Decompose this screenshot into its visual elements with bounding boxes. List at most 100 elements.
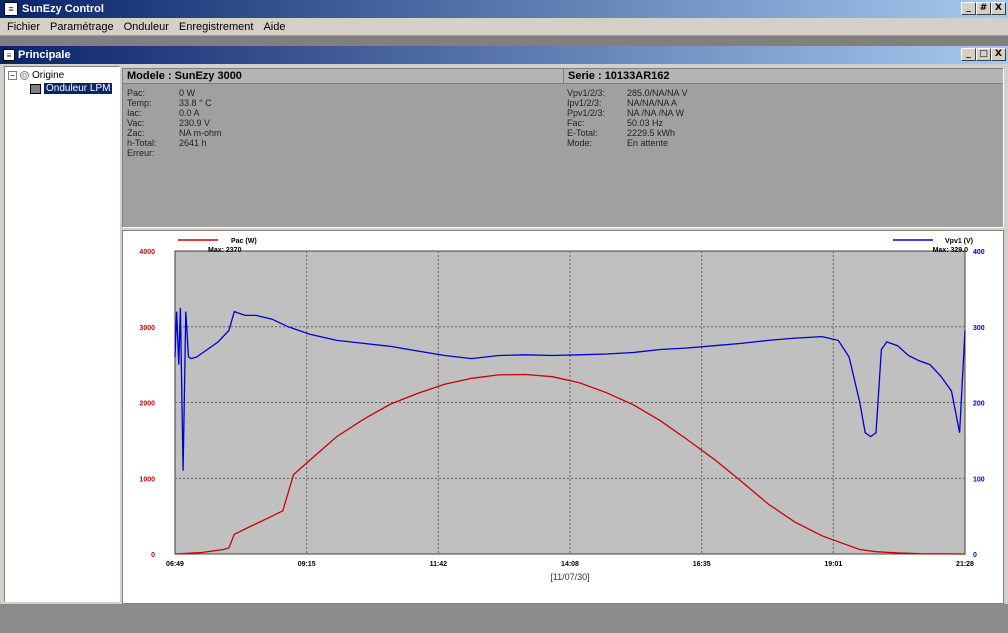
app-title: SunEzy Control — [22, 3, 104, 15]
device-tree: − Origine Onduleur LPM — [4, 66, 120, 602]
tree-item-origin[interactable]: − Origine — [8, 69, 116, 82]
info-right-column: Vpv1/2/3: 285.0/NA/NA V Ipv1/2/3: NA/NA/NA … — [563, 84, 1003, 158]
x-tick-label: 19:01 — [824, 561, 842, 568]
info-right-value: NA /NA /NA W — [627, 108, 685, 118]
x-tick-label: 11:42 — [430, 561, 448, 568]
info-right-label: Ipv1/2/3: — [567, 98, 602, 108]
info-left-value: 230.9 V — [179, 118, 211, 128]
inverter-icon — [30, 83, 41, 94]
info-right-label: Vpv1/2/3: — [567, 88, 606, 98]
info-left-label: Temp: — [127, 98, 152, 108]
info-left-value: 2641 h — [179, 138, 207, 148]
info-right-row: Ipv1/2/3: NA/NA/NA A — [567, 98, 1003, 108]
pac-series-line — [174, 373, 966, 555]
collapse-icon[interactable]: − — [8, 71, 17, 80]
legend-left-name: Pac (W) — [231, 238, 257, 245]
info-left-row: Temp: 33.8 ° C — [127, 98, 563, 108]
origin-icon — [20, 71, 29, 80]
child-window-icon: ≡ — [3, 49, 15, 61]
x-tick-label: 09:15 — [298, 561, 316, 568]
child-window-title: Principale — [18, 49, 71, 61]
info-left-label: Iac: — [127, 108, 142, 118]
maximize-button[interactable]: # — [976, 2, 991, 15]
info-right-label: Fac: — [567, 118, 585, 128]
model-label: Modele : SunEzy 3000 — [127, 70, 242, 82]
x-axis-label: [11/07/30] — [550, 572, 589, 582]
menu-fichier[interactable]: Fichier — [7, 20, 41, 33]
info-right-value: En attente — [627, 138, 669, 148]
info-left-row: Erreur: — [127, 148, 563, 158]
child-minimize-button[interactable]: _ — [961, 48, 976, 61]
app-icon: ≡ — [4, 2, 18, 16]
info-left-column: Pac: 0 W Temp: 33.8 ° C Iac: 0.0 A Vac: 230.9 V… — [123, 84, 563, 158]
info-left-row: h-Total: 2641 h — [127, 138, 563, 148]
info-left-row: Iac: 0.0 A — [127, 108, 563, 118]
info-right-value: 285.0/NA/NA V — [627, 88, 688, 98]
info-right-value: 2229.5 kWh — [627, 128, 676, 138]
info-right-row: Fac: 50.03 Hz — [567, 118, 1003, 128]
info-header: Modele : SunEzy 3000 Serie : 10133AR162 — [123, 69, 1003, 84]
info-right-label: Mode: — [567, 138, 593, 148]
info-left-value: 33.8 ° C — [179, 98, 212, 108]
right-y-tick-label: 0 — [973, 552, 977, 559]
info-left-label: Pac: — [127, 88, 146, 98]
info-right-row: Ppv1/2/3: NA /NA /NA W — [567, 108, 1003, 118]
client-area: − Origine Onduleur LPM Modele : SunEzy 3… — [0, 64, 1008, 604]
info-right-label: E-Total: — [567, 128, 598, 138]
inverter-info-panel: Modele : SunEzy 3000 Serie : 10133AR162 … — [122, 68, 1004, 228]
menubar: Fichier Paramétrage Onduleur Enregistrem… — [0, 18, 1008, 36]
x-tick-label: 21:28 — [956, 561, 974, 568]
left-y-tick-label: 2000 — [139, 401, 155, 408]
info-right-value: 50.03 Hz — [627, 118, 664, 128]
legend-right-name: Vpv1 (V) — [945, 238, 973, 245]
window-controls: _ # X — [961, 2, 1006, 15]
x-tick-label: 06:49 — [166, 561, 184, 568]
info-left-label: h-Total: — [127, 138, 157, 148]
info-left-label: Zac: — [127, 128, 145, 138]
info-right-row: Mode: En attente — [567, 138, 1003, 148]
info-left-value: NA m-ohm — [179, 128, 222, 138]
right-y-tick-label: 300 — [973, 325, 985, 332]
info-left-row: Pac: 0 W — [127, 88, 563, 98]
status-bar — [0, 604, 1008, 633]
info-left-row: Zac: NA m-ohm — [127, 128, 563, 138]
child-restore-button[interactable]: □ — [976, 48, 991, 61]
legend-right-max: Max: 329.0 — [933, 247, 969, 254]
info-left-row: Vac: 230.9 V — [127, 118, 563, 128]
tree-item-origin-label: Origine — [32, 70, 65, 81]
info-right-value: NA/NA/NA A — [627, 98, 678, 108]
child-close-button[interactable]: X — [991, 48, 1006, 61]
minimize-button[interactable]: _ — [961, 2, 976, 15]
child-window-titlebar: ≡ Principale _ □ X — [0, 46, 1008, 64]
info-right-row: E-Total: 2229.5 kWh — [567, 128, 1003, 138]
info-left-value: 0 W — [179, 88, 196, 98]
info-left-value: 0.0 A — [179, 108, 200, 118]
left-y-tick-label: 4000 — [139, 249, 155, 256]
left-y-tick-label: 0 — [151, 552, 155, 559]
menu-aide[interactable]: Aide — [263, 20, 286, 33]
chart-panel: 06:49 09:15 11:42 14:08 16:35 19:01 21:28 [11/0… — [122, 230, 1004, 604]
info-right-row: Vpv1/2/3: 285.0/NA/NA V — [567, 88, 1003, 98]
tree-item-inverter[interactable]: Onduleur LPM — [8, 82, 116, 95]
info-right-label: Ppv1/2/3: — [567, 108, 606, 118]
menu-parametrage[interactable]: Paramétrage — [50, 20, 114, 33]
serial-label: Serie : 10133AR162 — [563, 69, 1003, 83]
right-y-tick-label: 400 — [973, 249, 985, 256]
close-button[interactable]: X — [991, 2, 1006, 15]
x-tick-label: 14:08 — [561, 561, 579, 568]
info-body: Pac: 0 W Temp: 33.8 ° C Iac: 0.0 A Vac: 230.9 V… — [123, 84, 1003, 158]
tree-item-inverter-label: Onduleur LPM — [44, 83, 113, 94]
child-window-controls: _ □ X — [961, 48, 1006, 61]
power-voltage-chart: 06:49 09:15 11:42 14:08 16:35 19:01 21:28 [11/0… — [139, 238, 985, 582]
left-y-tick-label: 3000 — [139, 325, 155, 332]
legend-left-max: Max: 2370 — [208, 247, 242, 254]
menu-enregistrement[interactable]: Enregistrement — [178, 20, 254, 33]
x-tick-label: 16:35 — [693, 561, 711, 568]
vpv1-series-line — [174, 307, 966, 471]
app-titlebar: ≡ SunEzy Control _ # X — [0, 0, 1008, 18]
info-left-label: Erreur: — [127, 148, 155, 158]
menu-onduleur[interactable]: Onduleur — [123, 20, 169, 33]
info-left-label: Vac: — [127, 118, 145, 128]
right-y-tick-label: 200 — [973, 401, 985, 408]
right-y-tick-label: 100 — [973, 476, 985, 483]
